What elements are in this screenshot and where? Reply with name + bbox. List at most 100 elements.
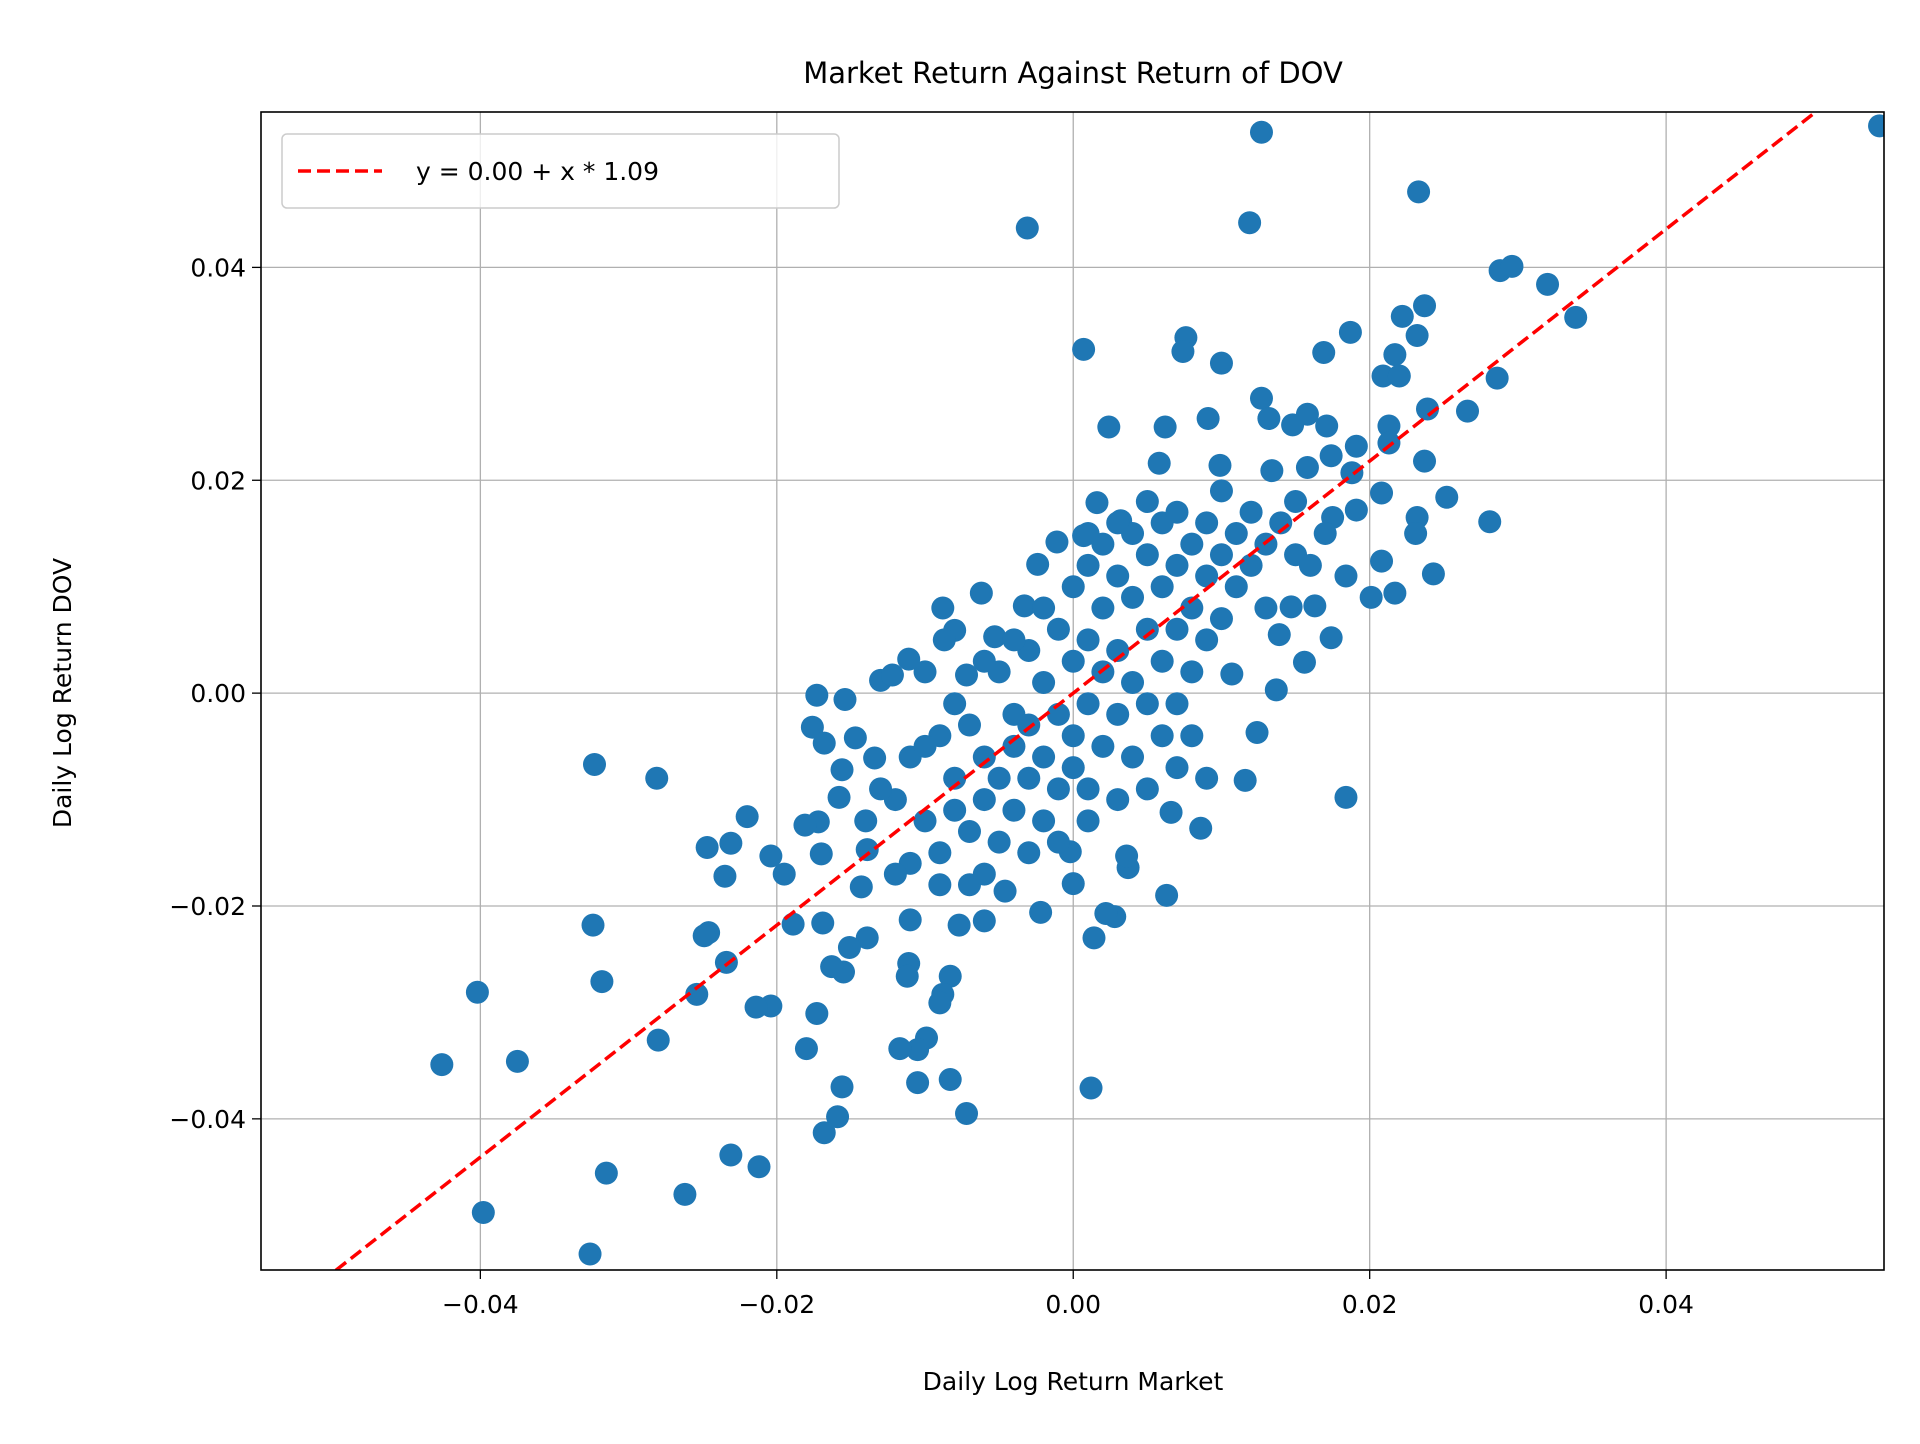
data-point	[1017, 713, 1041, 737]
data-point	[1377, 414, 1401, 438]
data-point	[713, 864, 737, 888]
data-point	[913, 660, 937, 684]
data-point	[1435, 485, 1459, 509]
data-point	[1564, 305, 1588, 329]
chart-title: Market Return Against Return of DOV	[803, 56, 1343, 90]
data-point	[781, 912, 805, 936]
data-point	[1267, 623, 1291, 647]
data-point	[1015, 216, 1039, 240]
data-point	[1319, 444, 1343, 468]
data-point	[1180, 596, 1204, 620]
data-point	[1032, 809, 1056, 833]
data-point	[685, 982, 709, 1006]
x-tick-label: 0.02	[1342, 1290, 1398, 1319]
data-point	[993, 879, 1017, 903]
data-point	[1165, 553, 1189, 577]
data-point	[1239, 500, 1263, 524]
data-point	[943, 766, 967, 790]
data-point	[931, 596, 955, 620]
data-point	[913, 809, 937, 833]
data-point	[855, 926, 879, 950]
data-point	[1195, 766, 1219, 790]
data-point	[1061, 649, 1085, 673]
data-point	[1390, 304, 1414, 328]
data-point	[590, 970, 614, 994]
x-tick-label: 0.00	[1045, 1290, 1101, 1319]
data-point	[578, 1242, 602, 1266]
data-point	[854, 809, 878, 833]
data-point	[719, 1143, 743, 1167]
data-point	[1135, 777, 1159, 801]
legend: y = 0.00 + x * 1.09	[281, 133, 840, 209]
data-point	[673, 1182, 697, 1206]
data-point	[1238, 211, 1262, 235]
data-point	[744, 995, 768, 1019]
data-point	[928, 873, 952, 897]
data-point	[1500, 254, 1524, 278]
data-point	[1338, 320, 1362, 344]
data-point	[863, 746, 887, 770]
data-point	[1150, 724, 1174, 748]
data-point	[800, 715, 824, 739]
data-point	[1315, 414, 1339, 438]
data-point	[465, 980, 489, 1004]
data-point	[1196, 407, 1220, 431]
data-point	[843, 726, 867, 750]
data-point	[906, 1071, 930, 1095]
data-point	[849, 875, 873, 899]
data-point	[1292, 650, 1316, 674]
y-axis-label: Daily Log Return DOV	[48, 558, 77, 828]
data-point	[1079, 1076, 1103, 1100]
data-point	[1180, 660, 1204, 684]
data-point	[972, 788, 996, 812]
data-point	[772, 862, 796, 886]
data-point	[972, 745, 996, 769]
data-point	[987, 766, 1011, 790]
data-point	[1413, 294, 1437, 318]
data-point	[1061, 724, 1085, 748]
data-point	[1383, 343, 1407, 367]
data-point	[1165, 692, 1189, 716]
data-point	[1106, 788, 1130, 812]
data-point	[1224, 575, 1248, 599]
data-point	[827, 785, 851, 809]
data-point	[906, 1038, 930, 1062]
data-point	[1046, 777, 1070, 801]
data-point	[794, 1037, 818, 1061]
data-point	[1180, 532, 1204, 556]
data-point	[1121, 670, 1145, 694]
x-tick-label: 0.04	[1638, 1290, 1694, 1319]
data-point	[1032, 745, 1056, 769]
data-point	[1076, 628, 1100, 652]
data-point	[471, 1201, 495, 1225]
data-point	[1313, 521, 1337, 545]
ticks: −0.04 −0.02 0.00 0.02 0.04 −0.04 −0.02 0.00 0.02…	[169, 253, 1694, 1319]
data-point	[1150, 575, 1174, 599]
data-point	[1269, 511, 1293, 535]
data-point	[1195, 511, 1219, 535]
data-point	[1421, 562, 1445, 586]
data-point	[1076, 521, 1100, 545]
data-point	[1370, 549, 1394, 573]
data-points	[430, 114, 1884, 1266]
data-point	[888, 1037, 912, 1061]
data-point	[1209, 351, 1233, 375]
data-point	[1085, 491, 1109, 515]
data-point	[1150, 649, 1174, 673]
data-point	[811, 911, 835, 935]
data-point	[1155, 883, 1179, 907]
data-point	[943, 692, 967, 716]
fit-line	[333, 112, 1819, 1270]
data-point	[805, 683, 829, 707]
data-point	[1135, 692, 1159, 716]
data-point	[1303, 594, 1327, 618]
data-point	[812, 1121, 836, 1145]
y-tick-label: 0.00	[190, 679, 246, 708]
data-point	[1189, 816, 1213, 840]
y-tick-label: 0.02	[190, 466, 246, 495]
data-point	[1135, 543, 1159, 567]
data-point	[1209, 543, 1233, 567]
data-point	[1017, 841, 1041, 865]
data-point	[1135, 490, 1159, 514]
data-point	[833, 688, 857, 712]
